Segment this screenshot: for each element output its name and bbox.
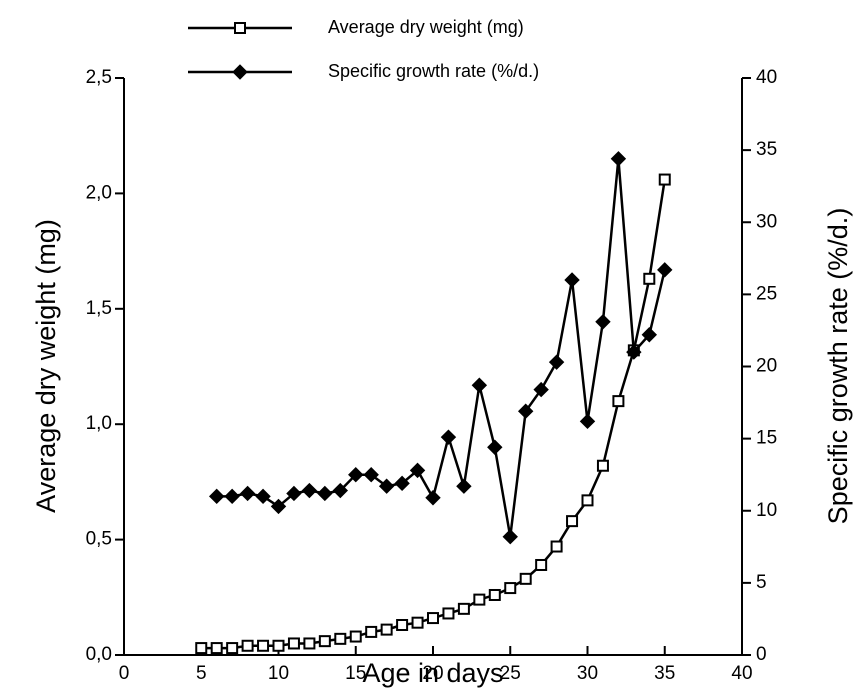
data-point [301, 482, 318, 499]
data-point [658, 173, 671, 186]
x-axis-label: Age in days [362, 658, 503, 688]
data-point [195, 642, 208, 655]
data-point [208, 488, 225, 505]
legend-label: Average dry weight (mg) [328, 17, 524, 37]
data-point [564, 272, 580, 288]
data-point [427, 612, 439, 625]
data-point [287, 637, 300, 650]
data-point [596, 459, 609, 472]
x-tick-label: 0 [119, 663, 130, 684]
data-point [566, 515, 579, 528]
data-point [657, 262, 673, 278]
data-point [579, 413, 596, 430]
data-point [487, 439, 503, 455]
y2-tick-label: 15 [756, 428, 777, 449]
x-tick-label: 10 [268, 663, 289, 684]
x-tick-label: 40 [731, 663, 752, 684]
data-point [440, 429, 457, 445]
x-tick-label: 15 [345, 663, 366, 684]
legend-marker [234, 22, 246, 34]
data-point [442, 607, 455, 620]
data-point [363, 466, 379, 483]
data-point [241, 639, 254, 652]
data-point [457, 602, 470, 615]
y2-axis-label: Specific growth rate (%/d.) [823, 208, 853, 525]
data-point [396, 618, 409, 631]
legend-label: Specific growth rate (%/d.) [328, 61, 539, 81]
data-point [226, 642, 239, 655]
y-tick-label: 2,0 [86, 182, 112, 203]
series-line [201, 179, 666, 650]
data-point [456, 478, 472, 494]
data-point [473, 593, 486, 606]
data-point [255, 488, 271, 505]
y2-tick-label: 20 [756, 356, 777, 377]
data-point [286, 485, 302, 502]
data-point [332, 482, 349, 499]
y2-tick-label: 40 [756, 67, 777, 88]
data-point [502, 529, 518, 545]
x-tick-label: 20 [422, 663, 443, 684]
data-point [272, 639, 285, 652]
y-axis-label: Average dry weight (mg) [31, 219, 61, 513]
data-point [239, 485, 256, 502]
data-point [471, 377, 488, 393]
x-tick-label: 35 [654, 663, 675, 684]
y-tick-label: 1,0 [86, 413, 112, 434]
data-point [626, 344, 642, 360]
data-point [394, 475, 410, 492]
data-point [409, 462, 426, 479]
y2-tick-label: 10 [756, 500, 777, 521]
y-tick-label: 0,5 [86, 529, 112, 550]
y2-tick-label: 30 [756, 211, 777, 232]
data-point [349, 630, 362, 643]
data-point [270, 498, 287, 515]
data-point [210, 642, 223, 655]
data-point [257, 639, 270, 652]
data-point [548, 354, 565, 370]
data-point [595, 314, 611, 330]
data-point [317, 485, 333, 502]
data-point [504, 582, 517, 595]
data-point [519, 572, 532, 585]
data-point [488, 588, 501, 601]
data-point [581, 494, 594, 507]
axis-frame [123, 78, 743, 656]
data-point [425, 490, 441, 506]
data-point [303, 637, 316, 650]
x-tick-label: 25 [500, 663, 521, 684]
data-point [533, 381, 549, 398]
data-point [641, 327, 658, 343]
data-point [348, 466, 364, 483]
data-point [517, 403, 534, 419]
y-tick-label: 1,5 [86, 298, 112, 319]
data-point [411, 616, 424, 629]
data-point [643, 272, 656, 285]
y2-tick-label: 0 [756, 644, 767, 665]
legend-marker [232, 64, 248, 80]
x-tick-label: 30 [577, 663, 598, 684]
data-point [380, 623, 393, 636]
data-point [612, 395, 625, 408]
x-tick-label: 5 [196, 663, 207, 684]
data-point [550, 540, 563, 553]
y2-tick-label: 5 [756, 572, 767, 593]
data-point [365, 625, 378, 638]
data-point [318, 635, 331, 648]
y2-tick-label: 25 [756, 283, 777, 304]
data-point [535, 558, 548, 571]
data-point [224, 488, 240, 505]
y2-tick-label: 35 [756, 139, 777, 160]
y-tick-label: 0,0 [86, 644, 112, 665]
data-point [378, 478, 395, 494]
data-point [610, 151, 627, 167]
data-point [334, 632, 347, 645]
y-tick-label: 2,5 [86, 67, 112, 88]
